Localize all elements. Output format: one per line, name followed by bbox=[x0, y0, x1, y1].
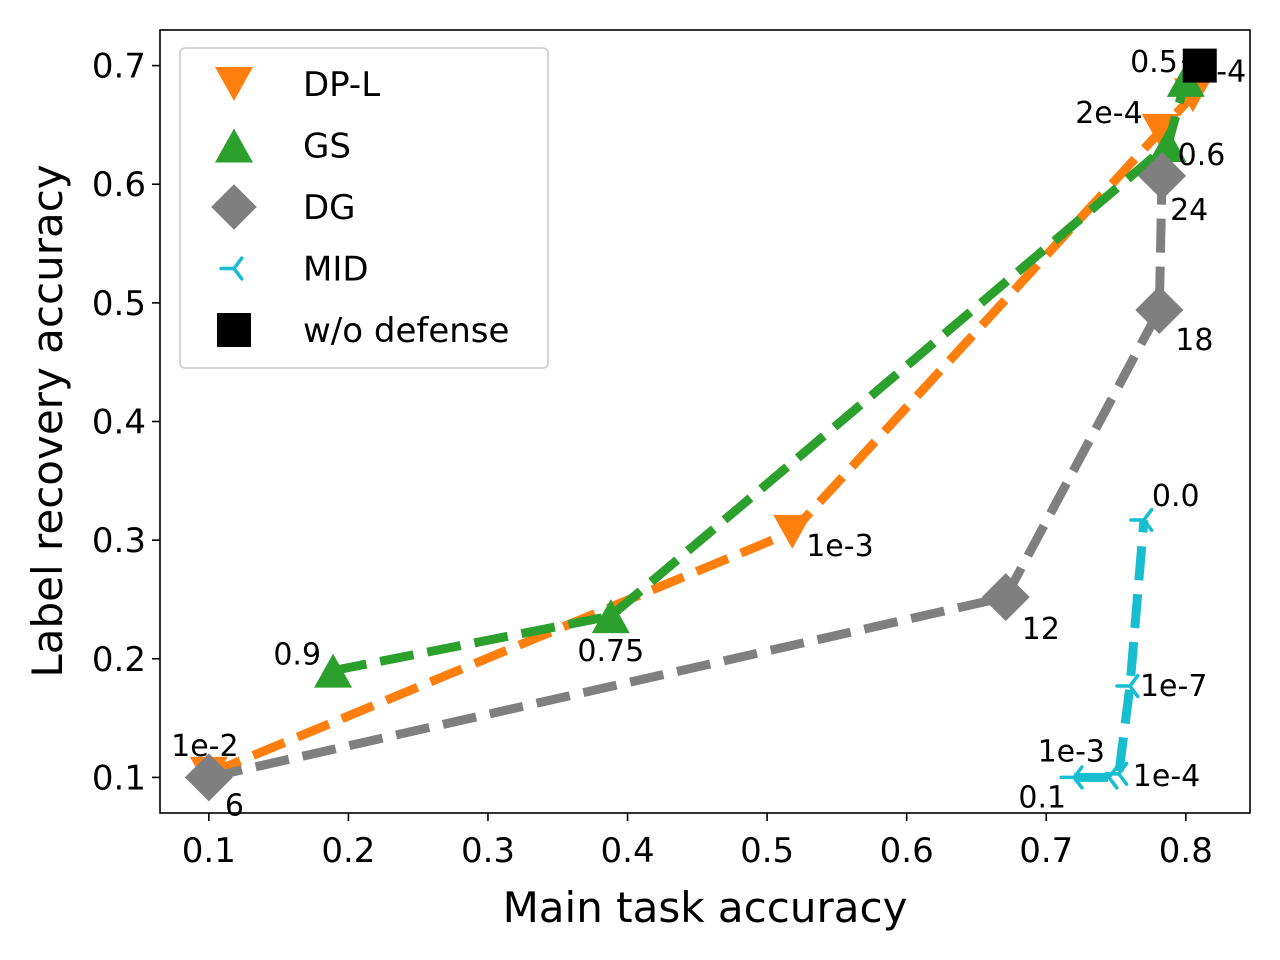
y-tick-label: 0.1 bbox=[92, 758, 146, 798]
data-point-marker bbox=[1135, 285, 1184, 334]
x-tick-label: 0.2 bbox=[321, 831, 375, 871]
data-label: 0.9 bbox=[273, 638, 321, 673]
y-tick-label: 0.5 bbox=[92, 284, 146, 324]
data-label: 0.5 bbox=[1130, 45, 1178, 80]
data-label: 0.1 bbox=[1018, 780, 1066, 815]
data-point-marker bbox=[1104, 761, 1129, 786]
legend-entry: DP-L bbox=[215, 65, 380, 105]
x-tick-label: 0.3 bbox=[461, 831, 515, 871]
data-label: 0.75 bbox=[577, 634, 644, 669]
data-point-marker bbox=[184, 753, 233, 802]
data-label: 0.0 bbox=[1152, 479, 1200, 514]
data-label: 12 bbox=[1022, 612, 1060, 647]
x-tick-label: 0.5 bbox=[740, 831, 794, 871]
legend-entry: MID bbox=[219, 250, 369, 290]
series-mid: 0.1 1e-3 1e-4 1e-7 0.0 bbox=[1018, 479, 1207, 815]
data-point-marker bbox=[1129, 507, 1154, 533]
series-line bbox=[332, 78, 1191, 676]
legend-label: w/o defense bbox=[303, 311, 509, 351]
y-tick-label: 0.7 bbox=[92, 47, 146, 87]
series-line bbox=[207, 175, 1167, 782]
y-tick-label: 0.3 bbox=[92, 521, 146, 561]
x-tick-label: 0.7 bbox=[1019, 831, 1073, 871]
y-tick-label: 0.6 bbox=[92, 165, 146, 205]
legend-label: GS bbox=[303, 127, 351, 167]
data-label: 1e-7 bbox=[1140, 669, 1207, 704]
legend-entry: DG bbox=[211, 184, 356, 230]
x-tick-label: 0.6 bbox=[880, 831, 934, 871]
x-tick-label: 0.4 bbox=[601, 831, 655, 871]
y-tick-label: 0.4 bbox=[92, 403, 146, 443]
plot-frame bbox=[159, 29, 1251, 814]
data-point-marker bbox=[1059, 765, 1084, 790]
data-label: 2e-4 bbox=[1075, 96, 1142, 131]
data-label: 6 bbox=[225, 788, 244, 823]
data-label: 0.6 bbox=[1178, 138, 1226, 173]
legend-entry: GS bbox=[215, 127, 351, 167]
x-tick-label: 0.1 bbox=[182, 831, 236, 871]
legend-label: MID bbox=[303, 250, 369, 290]
legend-label: DG bbox=[303, 188, 356, 228]
data-point-marker bbox=[591, 599, 630, 634]
legend-marker bbox=[219, 256, 244, 281]
legend-marker bbox=[215, 128, 253, 163]
data-point-marker bbox=[773, 514, 812, 549]
y-tick-label: 0.2 bbox=[92, 640, 146, 680]
axis-ticks: 0.1 0.2 0.3 0.4 0.5 0.6 0.7 0.8 0.1 0.2 0.3 0.4 0.5 0… bbox=[92, 47, 1213, 871]
data-point-marker bbox=[1148, 128, 1187, 163]
plot-content: 1e-21e-32e-41e-40.90.750.60.561218240.11… bbox=[171, 45, 1246, 824]
series-w-o-defense bbox=[1182, 48, 1217, 83]
x-tick-label: 0.8 bbox=[1159, 831, 1213, 871]
data-label: 1e-4 bbox=[1133, 759, 1200, 794]
series-line bbox=[207, 92, 1197, 779]
data-point-marker bbox=[1182, 48, 1217, 83]
data-label: 24 bbox=[1170, 193, 1208, 228]
legend: DP-L GS DG MID w/o defense bbox=[179, 47, 549, 369]
data-point-marker bbox=[1138, 151, 1187, 200]
data-label: 18 bbox=[1175, 323, 1213, 358]
legend-marker bbox=[217, 313, 251, 347]
legend-entry: w/o defense bbox=[217, 311, 509, 351]
data-point-marker bbox=[981, 573, 1030, 622]
legend-marker bbox=[211, 184, 257, 230]
y-axis-title: Label recovery accuracy bbox=[23, 164, 72, 677]
data-label: 1e-3 bbox=[1038, 734, 1105, 769]
legend-box bbox=[179, 47, 549, 369]
data-point-marker bbox=[314, 653, 353, 688]
x-axis-title: Main task accuracy bbox=[503, 883, 908, 932]
data-label: 1e-3 bbox=[806, 529, 873, 564]
data-point-marker bbox=[1115, 673, 1140, 699]
series-dg: 6 12 18 24 bbox=[184, 151, 1213, 823]
series-gs: 0.9 0.75 0.6 0.5 bbox=[273, 45, 1225, 688]
legend-marker bbox=[215, 67, 253, 101]
legend-label: DP-L bbox=[303, 65, 380, 105]
